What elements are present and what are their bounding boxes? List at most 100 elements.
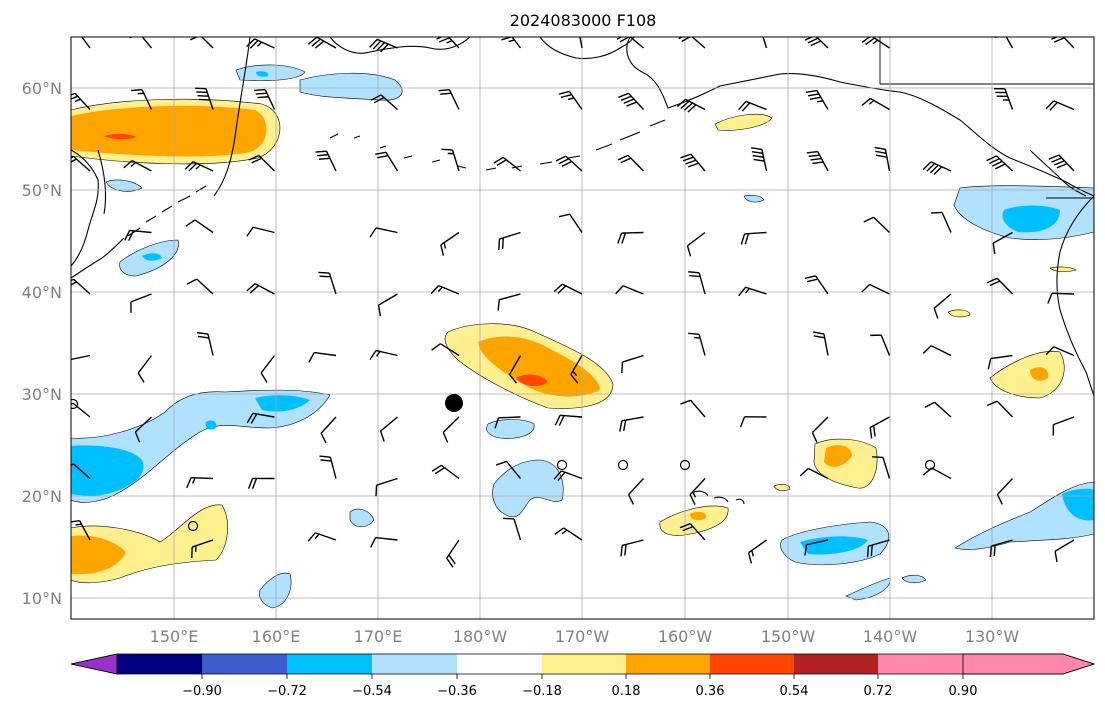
wind-barb-feather: [558, 90, 570, 95]
wind-barb-feather: [816, 100, 823, 103]
calm-wind-marker: [679, 459, 691, 471]
wind-barb-feather: [986, 155, 997, 162]
lon-label: 130°W: [965, 627, 1020, 646]
positive-anomaly-small-1: [947, 309, 971, 318]
wind-barb-feather: [442, 432, 449, 443]
medium-negative-anomaly-northeast: [1002, 205, 1060, 233]
lat-label: 50°N: [22, 181, 62, 200]
wind-barb-feather: [806, 150, 818, 154]
wind-barb-feather: [753, 158, 765, 162]
wind-barb-feather: [810, 40, 822, 47]
wind-barb-feather: [434, 467, 445, 475]
coastline-bering: [539, 37, 635, 60]
wind-barb: [992, 231, 1013, 255]
lon-label: 150°E: [150, 627, 199, 646]
map-border: [70, 36, 1095, 620]
wind-barb-feather: [619, 420, 623, 432]
wind-barb-feather: [307, 37, 318, 45]
wind-barb-feather: [554, 415, 561, 426]
wind-barb: [185, 219, 214, 234]
wind-barb-feather: [689, 274, 701, 278]
wind-barb-feather: [861, 97, 871, 106]
wind-barb-feather: [812, 161, 824, 165]
wind-barb-staff: [320, 416, 337, 434]
wind-barb: [131, 88, 153, 110]
wind-barb-feather: [567, 97, 575, 101]
wind-barb-feather: [320, 459, 332, 462]
wind-barb: [318, 271, 337, 295]
latitude-axis: 10°N 20°N 30°N 40°N 50°N 60°N: [22, 79, 62, 608]
wind-barb: [246, 226, 275, 237]
coastline-kamchatka: [213, 37, 251, 197]
wind-barb-feather: [804, 37, 814, 41]
wind-barb-feather: [871, 456, 884, 459]
wind-barb: [431, 343, 460, 357]
colorbar-segment: [794, 654, 878, 674]
wind-barb: [315, 150, 337, 172]
wind-barb-staff: [628, 478, 645, 496]
wind-barb-feather: [868, 99, 875, 105]
map-panel: [67, 33, 1095, 620]
wind-barb-feather: [446, 39, 453, 44]
wind-barb: [861, 283, 890, 295]
wind-barb-feather: [933, 166, 943, 176]
lat-label: 30°N: [22, 385, 62, 404]
wind-barb-feather: [622, 419, 627, 432]
wind-barb-feather: [250, 413, 258, 424]
wind-barb-feather: [866, 546, 870, 558]
wind-barb: [869, 416, 890, 439]
wind-barb-staff: [873, 216, 890, 234]
wind-barb-feather: [804, 544, 808, 556]
wind-barb-staff: [808, 467, 829, 480]
wind-barb-feather: [493, 156, 504, 164]
wind-barb: [1045, 100, 1075, 111]
wind-barb-feather: [627, 494, 635, 505]
wind-barb-feather: [741, 102, 751, 112]
medium-negative-anomaly-west-north-2: [142, 253, 162, 261]
wind-barb: [617, 154, 644, 172]
wind-barb-feather: [508, 39, 515, 43]
wind-barb: [750, 147, 768, 172]
coastline-asia-mainland: [71, 149, 99, 267]
wind-barb: [811, 416, 829, 443]
wind-barb-feather: [806, 278, 818, 283]
wind-barb-feather: [679, 523, 691, 529]
wind-barb: [246, 412, 275, 424]
wind-barb: [931, 211, 952, 233]
wind-barb-feather: [67, 360, 69, 371]
wind-barb-feather: [71, 92, 76, 96]
moderate-positive-anomaly-northwest: [71, 105, 267, 157]
coastline-north-america-west: [1056, 195, 1094, 397]
wind-barb-feather: [1048, 37, 1050, 38]
calm-wind-marker: [617, 459, 629, 471]
wind-barb: [377, 293, 398, 317]
wind-barb: [196, 331, 214, 356]
colorbar-tick-label: −0.18: [522, 684, 562, 699]
wind-barb: [986, 277, 1013, 295]
coastline-sakhalin: [97, 149, 107, 215]
medium-negative-anomaly-south: [800, 536, 868, 555]
wind-barb-feather: [308, 352, 315, 363]
wind-barb-staff: [71, 354, 91, 361]
wind-barb: [254, 88, 276, 110]
wind-barb: [375, 477, 398, 497]
wind-barb-feather: [812, 331, 825, 335]
wind-barb-feather: [874, 146, 886, 151]
calm-wind-marker: [556, 459, 568, 471]
wind-barb-feather: [192, 477, 196, 484]
positive-anomaly-small-3: [1049, 266, 1077, 273]
colorbar-tick-label: 0.90: [949, 684, 978, 699]
wind-barb-feather: [369, 38, 378, 48]
wind-barb: [498, 231, 521, 251]
wind-barb-feather: [992, 242, 996, 255]
wind-barb-feather: [430, 285, 440, 295]
wind-barb-staff: [81, 37, 91, 49]
wind-barb-feather: [573, 33, 579, 34]
wind-barb: [503, 517, 522, 541]
wind-barb-staff: [141, 37, 153, 49]
moderate-positive-anomaly-hawaii-east: [824, 445, 852, 467]
negative-anomaly-small-d: [259, 572, 292, 609]
wind-barb-feather: [740, 233, 746, 245]
wind-barb-feather: [372, 40, 382, 50]
wind-barb-feather: [688, 332, 700, 335]
